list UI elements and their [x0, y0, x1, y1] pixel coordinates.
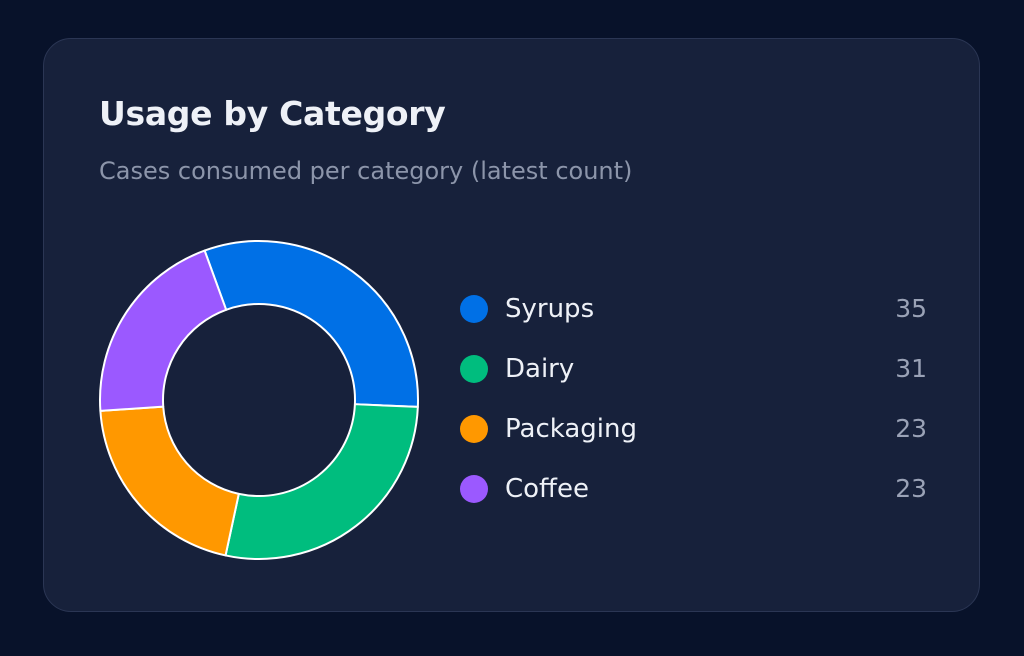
legend-item-packaging[interactable]: Packaging 23: [460, 399, 930, 459]
legend-item-syrups[interactable]: Syrups 35: [460, 279, 930, 339]
donut-slice-syrups[interactable]: [203, 240, 419, 408]
legend-swatch: [460, 355, 488, 383]
legend-item-coffee[interactable]: Coffee 23: [460, 459, 930, 519]
legend-value: 23: [895, 474, 927, 503]
legend-swatch: [460, 295, 488, 323]
donut-slice-coffee[interactable]: [99, 249, 228, 412]
legend-value: 35: [895, 294, 927, 323]
legend-swatch: [460, 475, 488, 503]
legend-value: 31: [895, 354, 927, 383]
card-title: Usage by Category: [99, 94, 446, 133]
legend-swatch: [460, 415, 488, 443]
card-subtitle: Cases consumed per category (latest coun…: [99, 157, 633, 185]
legend-value: 23: [895, 414, 927, 443]
usage-card: Usage by Category Cases consumed per cat…: [43, 38, 980, 612]
donut-chart: [99, 240, 419, 560]
legend-label: Packaging: [505, 414, 637, 444]
donut-slice-dairy[interactable]: [224, 403, 419, 560]
chart-legend: Syrups 35 Dairy 31 Packaging 23 Coffee 23: [460, 279, 930, 519]
legend-item-dairy[interactable]: Dairy 31: [460, 339, 930, 399]
donut-slice-packaging[interactable]: [99, 405, 240, 557]
legend-label: Dairy: [505, 354, 575, 384]
legend-label: Coffee: [505, 474, 589, 504]
legend-label: Syrups: [505, 294, 595, 324]
